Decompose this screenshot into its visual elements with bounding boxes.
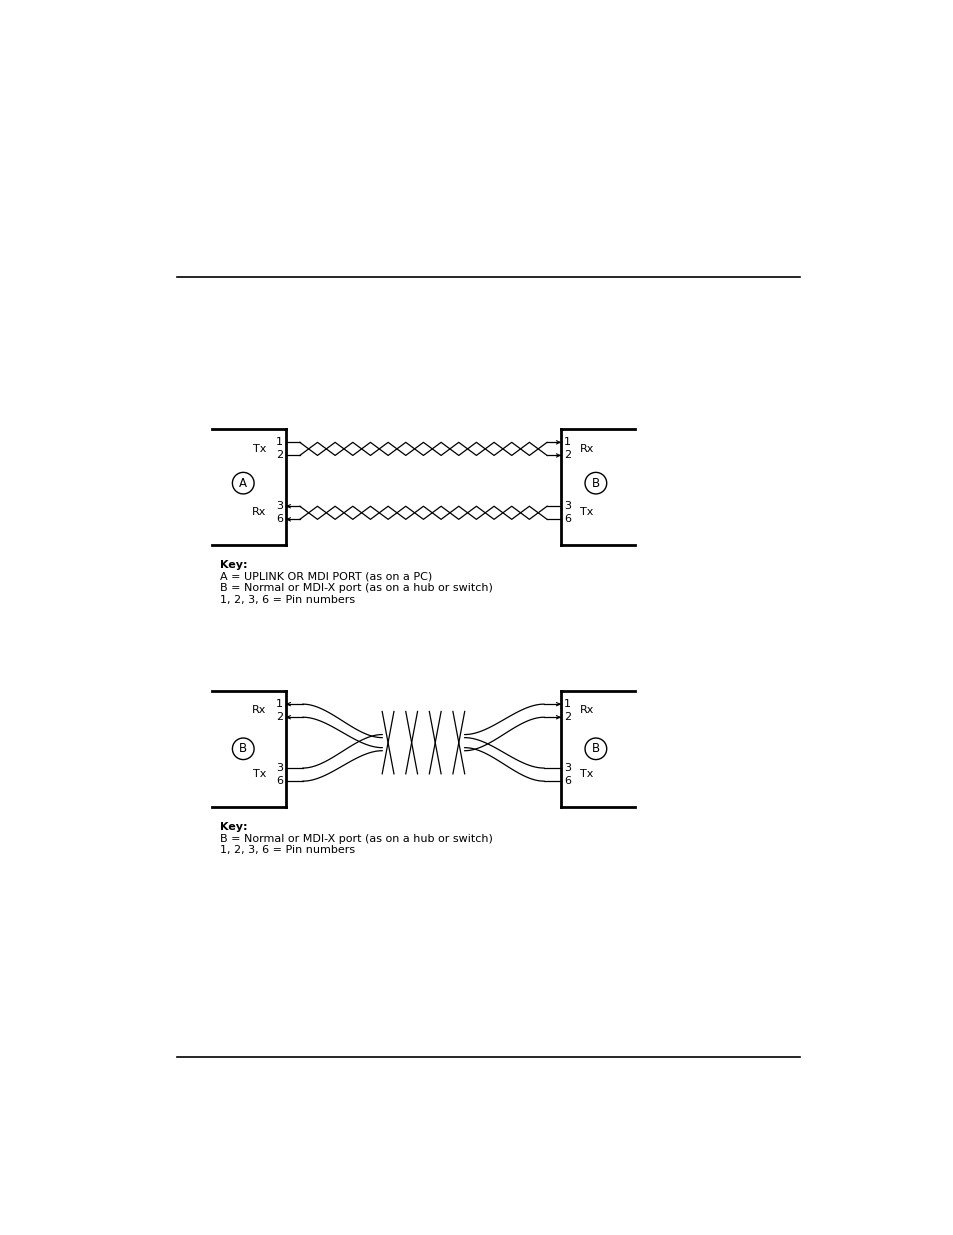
Text: 1, 2, 3, 6 = Pin numbers: 1, 2, 3, 6 = Pin numbers (220, 845, 355, 855)
Text: Key:: Key: (220, 823, 247, 832)
Text: Rx: Rx (579, 445, 594, 454)
Text: B: B (591, 742, 599, 756)
Text: 6: 6 (275, 514, 282, 525)
Text: A: A (239, 477, 247, 489)
Text: Tx: Tx (579, 508, 593, 517)
Text: 2: 2 (563, 451, 571, 461)
Text: Tx: Tx (253, 769, 266, 779)
Text: 3: 3 (563, 501, 571, 511)
Text: 2: 2 (275, 451, 282, 461)
Text: Rx: Rx (252, 705, 266, 715)
Text: 3: 3 (275, 763, 282, 773)
Text: B: B (591, 477, 599, 489)
Text: 1, 2, 3, 6 = Pin numbers: 1, 2, 3, 6 = Pin numbers (220, 595, 355, 605)
Text: Rx: Rx (252, 508, 266, 517)
Text: Tx: Tx (253, 445, 266, 454)
Text: 1: 1 (563, 699, 571, 709)
Text: 1: 1 (275, 699, 282, 709)
Text: Tx: Tx (579, 769, 593, 779)
Text: 6: 6 (275, 776, 282, 787)
Text: Rx: Rx (579, 705, 594, 715)
Text: 2: 2 (275, 713, 282, 722)
Text: B: B (239, 742, 247, 756)
Text: 3: 3 (275, 501, 282, 511)
Text: 2: 2 (563, 713, 571, 722)
Text: 6: 6 (563, 776, 571, 787)
Text: 1: 1 (275, 437, 282, 447)
Text: 6: 6 (563, 514, 571, 525)
Text: B = Normal or MDI-X port (as on a hub or switch): B = Normal or MDI-X port (as on a hub or… (220, 834, 493, 844)
Text: 3: 3 (563, 763, 571, 773)
Text: 1: 1 (563, 437, 571, 447)
Text: B = Normal or MDI-X port (as on a hub or switch): B = Normal or MDI-X port (as on a hub or… (220, 583, 493, 593)
Text: Key:: Key: (220, 561, 247, 571)
Text: A = UPLINK OR MDI PORT (as on a PC): A = UPLINK OR MDI PORT (as on a PC) (220, 572, 432, 582)
